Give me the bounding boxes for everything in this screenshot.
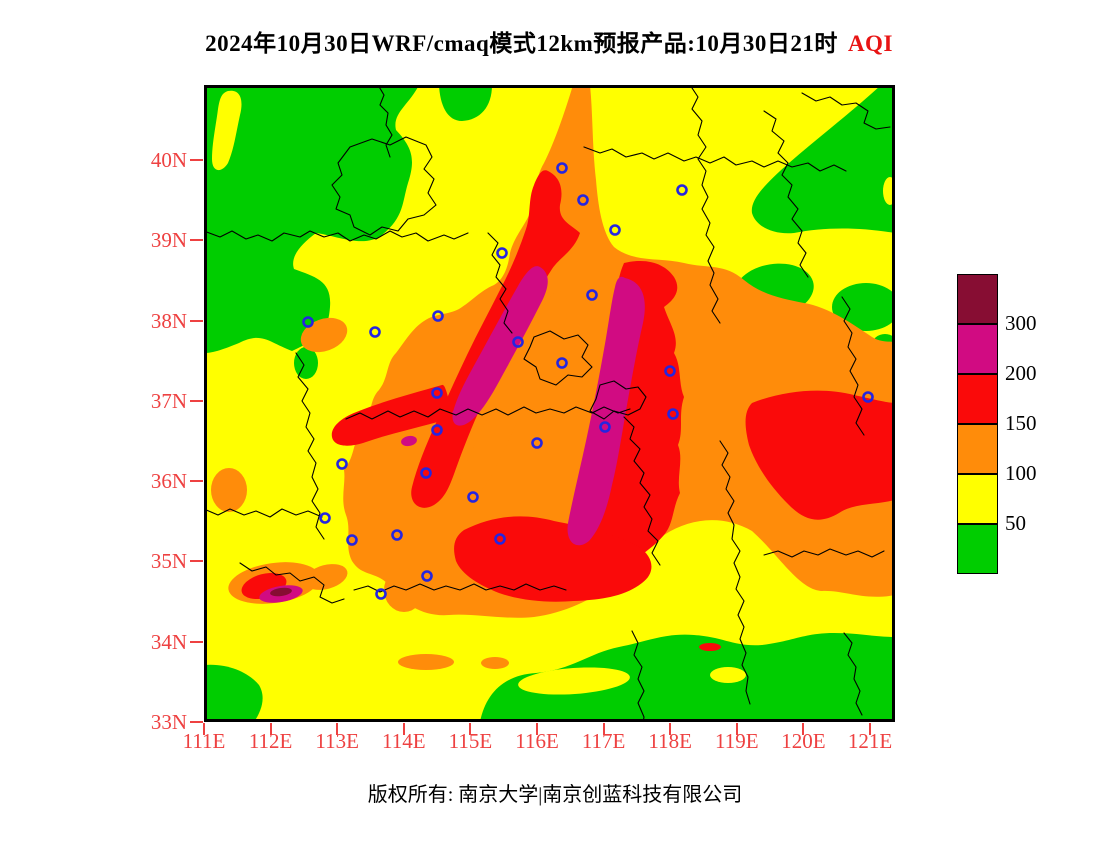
lat-axis-label: 39N (150, 228, 187, 253)
legend-color-block (957, 474, 998, 524)
station-ring-icon (862, 391, 874, 403)
lon-axis-label: 111E (182, 729, 226, 753)
boundary-lines (204, 85, 891, 722)
legend-threshold-label: 50 (1005, 511, 1026, 535)
station-ring-icon (369, 326, 381, 338)
lon-tick (203, 723, 205, 735)
contour-maroon-core (270, 587, 292, 597)
lat-axis-label: 40N (150, 148, 187, 172)
lat-tick (190, 640, 203, 643)
copyright: 版权所有: 南京大学|南京创蓝科技有限公司 (367, 784, 743, 806)
station-ring-icon (420, 467, 432, 479)
lon-axis-label: 120E (781, 729, 826, 753)
station-ring-icon (391, 529, 403, 541)
legend-threshold-label: 150 (1005, 411, 1037, 435)
title-variable: AQI (847, 31, 893, 56)
lon-tick (669, 723, 672, 735)
lon-axis-label: 121E (847, 729, 893, 753)
aqi-contour-map (204, 85, 895, 722)
legend-threshold-label: 300 (1005, 311, 1037, 335)
lon-axis-label: 116E (515, 729, 559, 753)
legend-color-block (957, 424, 998, 474)
lat-tick (190, 480, 203, 483)
lon-tick (269, 723, 272, 735)
lat-axis-label: 33N (150, 710, 187, 734)
station-ring-icon (664, 365, 676, 377)
lon-axis-label: 113E (315, 729, 359, 753)
lat-axis-label: 38N (150, 308, 187, 333)
legend-threshold-label: 200 (1005, 361, 1037, 385)
lon-axis-label: 119E (715, 729, 759, 753)
lon-axis-label: 117E (581, 729, 626, 753)
station-ring-icon (609, 224, 621, 236)
station-ring-icon (467, 491, 479, 503)
legend-color-block (957, 374, 998, 424)
lat-tick (190, 239, 203, 242)
lon-tick (735, 723, 738, 735)
lat-tick (190, 560, 203, 563)
station-ring-icon (667, 408, 679, 420)
lon-tick (402, 723, 405, 735)
station-ring-icon (556, 162, 568, 174)
lon-tick (336, 723, 339, 735)
forecast-map (204, 85, 895, 722)
lat-tick (190, 721, 203, 723)
page-title: 2024年10月30日WRF/cmaq模式12km预报产品:10月30日21时 A… (205, 24, 893, 58)
lat-axis-label: 37N (150, 388, 187, 413)
station-ring-icon (599, 421, 611, 433)
lon-axis-label: 112E (248, 729, 293, 753)
map-border (204, 85, 895, 722)
lat-tick (190, 319, 203, 322)
lat-tick (190, 159, 203, 161)
station-ring-icon (421, 570, 433, 582)
station-ring-icon (676, 184, 688, 196)
lat-axis-label: 35N (150, 549, 187, 574)
station-ring-icon (336, 458, 348, 470)
lon-tick (802, 723, 805, 735)
station-ring-icon (346, 534, 358, 546)
station-markers (302, 162, 874, 600)
legend-color-block (957, 324, 998, 374)
station-ring-icon (512, 336, 524, 348)
station-ring-icon (319, 512, 331, 524)
lon-tick (869, 723, 871, 735)
legend-threshold-label: 100 (1005, 461, 1037, 485)
station-ring-icon (375, 588, 387, 600)
station-ring-icon (586, 289, 598, 301)
lon-tick (602, 723, 605, 735)
station-ring-icon (556, 357, 568, 369)
station-ring-icon (531, 437, 543, 449)
station-ring-icon (577, 194, 589, 206)
station-ring-icon (431, 424, 443, 436)
legend-color-block (957, 524, 998, 574)
lon-tick (469, 723, 472, 735)
station-ring-icon (302, 316, 314, 328)
lon-axis-label: 118E (648, 729, 692, 753)
title-text: 2024年10月30日WRF/cmaq模式12km预报产品:10月30日21时 (205, 31, 838, 56)
legend-color-block (957, 274, 998, 324)
station-ring-icon (494, 533, 506, 545)
lon-axis-label: 115E (448, 729, 493, 753)
lat-axis-label: 34N (150, 629, 187, 654)
station-ring-icon (496, 247, 508, 259)
station-ring-icon (431, 387, 443, 399)
contour-orange-channel (459, 291, 569, 498)
lat-axis-label: 36N (150, 469, 187, 494)
lon-axis-label: 114E (382, 729, 426, 753)
lon-tick (536, 723, 538, 735)
station-ring-icon (432, 310, 444, 322)
lat-tick (190, 399, 203, 402)
